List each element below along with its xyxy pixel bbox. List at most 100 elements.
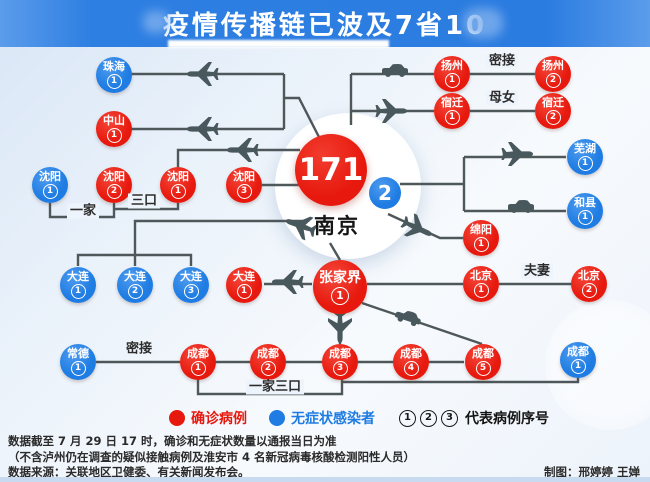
nanjing-confirmed-count: 171 xyxy=(295,134,367,206)
city-case-node: 北京 1 xyxy=(463,266,499,302)
node-city-label: 沈阳 xyxy=(167,170,189,183)
node-city-label: 和县 xyxy=(574,196,596,209)
node-city-label: 沈阳 xyxy=(233,170,255,183)
city-case-node: 成都 1 xyxy=(180,344,216,380)
car-icon xyxy=(382,64,408,77)
node-case-number: 1 xyxy=(190,361,206,376)
node-case-number: 3 xyxy=(332,361,348,376)
airplane-icon xyxy=(187,117,219,141)
node-case-number: 2 xyxy=(545,110,561,125)
airplane-icon xyxy=(328,311,352,343)
node-city-label: 绵阳 xyxy=(470,223,492,236)
relationship-label: 夫妻 xyxy=(520,263,554,279)
footer-data-source: 数据来源：关联地区卫健委、有关新闻发布会。 xyxy=(8,465,250,479)
node-city-label: 扬州 xyxy=(441,59,463,72)
node-case-number: 1 xyxy=(331,286,349,305)
node-case-number: 2 xyxy=(127,284,143,299)
node-city-label: 扬州 xyxy=(542,59,564,72)
city-case-node: 沈阳 2 xyxy=(96,167,132,203)
sequence-number-icon: 2 xyxy=(420,409,437,427)
city-case-node: 大连 2 xyxy=(117,267,153,303)
bottom-edge-strip xyxy=(0,477,650,482)
transmission-line xyxy=(284,96,323,142)
node-city-label: 沈阳 xyxy=(39,170,61,183)
city-case-node: 成都 2 xyxy=(250,344,286,380)
sequence-number-icon: 1 xyxy=(399,409,416,427)
relationship-label: 密接 xyxy=(485,53,519,69)
node-case-number: 1 xyxy=(444,110,460,125)
node-city-label: 成都 xyxy=(257,347,279,360)
city-case-node: 大连 1 xyxy=(60,267,96,303)
node-city-label: 北京 xyxy=(470,269,492,282)
footer-data-cutoff-note: 数据截至 7 月 29 日 17 时，确诊和无症状数量以通报当日为准 xyxy=(8,434,337,448)
city-case-node: 成都 5 xyxy=(465,344,501,380)
legend-confirmed-label: 确诊病例 xyxy=(191,411,247,427)
node-case-number: 1 xyxy=(473,283,489,298)
city-case-node: 扬州 1 xyxy=(434,56,470,92)
car-icon xyxy=(394,310,421,327)
node-case-number: 2 xyxy=(106,184,122,199)
node-city-label: 成都 xyxy=(187,347,209,360)
transmission-line xyxy=(114,203,180,211)
node-case-number: 1 xyxy=(577,156,593,171)
relationship-label: 母女 xyxy=(485,90,519,106)
node-city-label: 成都 xyxy=(567,345,589,358)
node-case-number: 2 xyxy=(581,283,597,298)
node-city-label: 大连 xyxy=(67,270,89,283)
airplane-icon xyxy=(272,270,304,294)
footer-exclusion-note: （不含泸州仍在调查的疑似接触病例及淮安市 4 名新冠病毒核酸检测阳性人员） xyxy=(8,450,416,464)
relationship-label: 三口 xyxy=(127,193,161,209)
banner-white-strip xyxy=(168,40,389,48)
nanjing-asymptomatic-count: 2 xyxy=(369,177,401,209)
city-case-node: 芜湖 1 xyxy=(567,139,603,175)
transmission-line xyxy=(342,377,580,384)
city-case-node: 和县 1 xyxy=(567,193,603,229)
node-city-label: 北京 xyxy=(578,269,600,282)
sequence-number-icon: 3 xyxy=(441,409,458,427)
node-city-label: 中山 xyxy=(103,114,125,127)
relationship-label: 一家 xyxy=(66,203,100,219)
airplane-icon xyxy=(285,216,318,241)
node-case-number: 1 xyxy=(70,361,86,376)
car-icon xyxy=(508,200,534,213)
node-case-number: 1 xyxy=(42,184,58,199)
transmission-line xyxy=(133,219,305,254)
relationship-label: 密接 xyxy=(122,341,156,357)
city-case-node: 常德 1 xyxy=(60,344,96,380)
relationship-label: 一家三口 xyxy=(245,379,305,395)
node-case-number: 3 xyxy=(183,284,199,299)
airplane-icon xyxy=(187,62,219,86)
city-case-node: 成都 4 xyxy=(393,344,429,380)
node-city-label: 宿迁 xyxy=(441,96,463,109)
node-case-number: 4 xyxy=(403,361,419,376)
city-case-node: 大连 3 xyxy=(173,267,209,303)
node-city-label: 大连 xyxy=(180,270,202,283)
node-city-label: 成都 xyxy=(472,347,494,360)
node-case-number: 1 xyxy=(577,210,593,225)
legend-sequence-label: 代表病例序号 xyxy=(465,411,549,427)
node-city-label: 常德 xyxy=(67,347,89,360)
node-city-label: 张家界 xyxy=(319,269,361,286)
node-case-number: 2 xyxy=(545,73,561,88)
airplane-icon xyxy=(227,138,259,162)
airplane-icon xyxy=(501,142,533,166)
node-city-label: 成都 xyxy=(400,347,422,360)
legend-asymptomatic-label: 无症状感染者 xyxy=(291,411,375,427)
node-case-number: 1 xyxy=(236,284,252,299)
transmission-line xyxy=(176,148,300,167)
node-city-label: 珠海 xyxy=(103,60,125,73)
city-case-node: 成都 1 xyxy=(560,342,596,378)
city-case-node: 扬州 2 xyxy=(535,56,571,92)
city-case-node: 珠海 1 xyxy=(96,57,132,93)
node-case-number: 1 xyxy=(473,237,489,252)
page-title: 疫情传播链已波及7省10 xyxy=(162,11,488,41)
city-case-node: 成都 3 xyxy=(322,344,358,380)
node-city-label: 大连 xyxy=(233,270,255,283)
node-case-number: 1 xyxy=(444,73,460,88)
asymptomatic-dot-icon xyxy=(269,410,285,426)
city-case-node: 张家界 1 xyxy=(313,260,367,314)
node-city-label: 成都 xyxy=(329,347,351,360)
node-case-number: 2 xyxy=(260,361,276,376)
city-case-node: 北京 2 xyxy=(571,266,607,302)
